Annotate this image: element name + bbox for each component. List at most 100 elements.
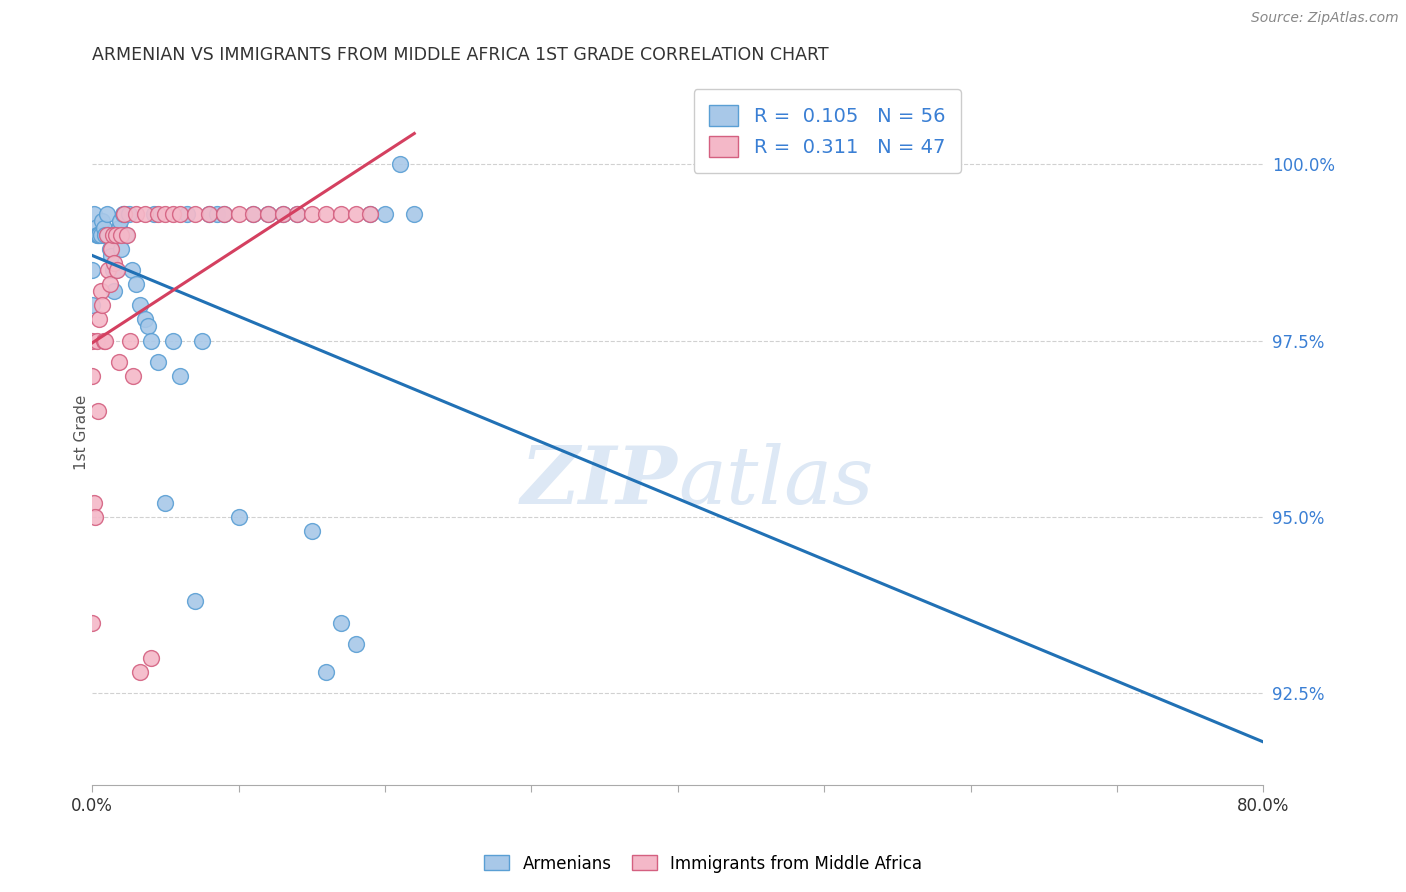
Point: [100, 249, 122, 263]
Point: [82, 263, 104, 277]
Text: ZIP: ZIP: [522, 442, 678, 520]
Point: [134, 312, 156, 326]
Point: [83, 206, 105, 220]
Point: [87, 227, 110, 242]
Point: [86, 227, 108, 242]
Point: [104, 227, 127, 242]
Point: [344, 637, 367, 651]
Legend: Armenians, Immigrants from Middle Africa: Armenians, Immigrants from Middle Africa: [478, 848, 928, 880]
Point: [139, 334, 162, 348]
Point: [169, 368, 191, 383]
Point: [205, 206, 228, 220]
Point: [155, 496, 177, 510]
Point: [110, 227, 132, 242]
Point: [142, 206, 165, 220]
Point: [115, 227, 138, 242]
Point: [176, 206, 198, 220]
Point: [330, 206, 353, 220]
Point: [198, 206, 221, 220]
Point: [103, 256, 125, 270]
Point: [90, 227, 112, 242]
Point: [96, 227, 118, 242]
Point: [198, 206, 221, 220]
Point: [82, 615, 104, 630]
Point: [89, 312, 111, 326]
Point: [155, 206, 177, 220]
Text: atlas: atlas: [678, 442, 873, 520]
Point: [108, 213, 131, 227]
Point: [359, 206, 381, 220]
Point: [330, 615, 353, 630]
Point: [404, 206, 426, 220]
Point: [101, 227, 124, 242]
Point: [94, 334, 117, 348]
Point: [98, 242, 121, 256]
Point: [87, 404, 110, 418]
Point: [105, 263, 128, 277]
Point: [82, 334, 104, 348]
Point: [285, 206, 308, 220]
Point: [146, 354, 169, 368]
Point: [91, 213, 114, 227]
Point: [98, 277, 121, 292]
Point: [242, 206, 264, 220]
Point: [315, 206, 337, 220]
Point: [82, 298, 104, 312]
Point: [97, 263, 120, 277]
Point: [118, 206, 141, 220]
Point: [117, 227, 139, 242]
Point: [257, 206, 280, 220]
Legend: R =  0.105   N = 56, R =  0.311   N = 47: R = 0.105 N = 56, R = 0.311 N = 47: [693, 89, 960, 173]
Point: [129, 298, 152, 312]
Point: [162, 334, 184, 348]
Point: [183, 594, 205, 608]
Point: [93, 334, 115, 348]
Point: [83, 496, 105, 510]
Point: [84, 509, 107, 524]
Point: [344, 206, 367, 220]
Point: [104, 263, 127, 277]
Point: [301, 524, 323, 538]
Point: [120, 334, 142, 348]
Point: [91, 298, 114, 312]
Point: [89, 227, 111, 242]
Y-axis label: 1st Grade: 1st Grade: [73, 394, 89, 470]
Point: [271, 206, 294, 220]
Point: [111, 206, 134, 220]
Text: Source: ZipAtlas.com: Source: ZipAtlas.com: [1251, 11, 1399, 25]
Point: [125, 277, 148, 292]
Point: [93, 220, 115, 235]
Point: [129, 665, 152, 679]
Point: [90, 284, 112, 298]
Point: [212, 206, 235, 220]
Point: [285, 206, 308, 220]
Point: [84, 220, 107, 235]
Point: [105, 227, 128, 242]
Point: [100, 242, 122, 256]
Point: [139, 650, 162, 665]
Point: [191, 334, 214, 348]
Point: [107, 220, 129, 235]
Point: [212, 206, 235, 220]
Point: [136, 319, 159, 334]
Point: [122, 368, 145, 383]
Point: [315, 665, 337, 679]
Point: [110, 242, 132, 256]
Point: [103, 284, 125, 298]
Point: [183, 206, 205, 220]
Point: [112, 206, 135, 220]
Point: [134, 206, 156, 220]
Point: [257, 206, 280, 220]
Point: [359, 206, 381, 220]
Point: [228, 509, 250, 524]
Point: [169, 206, 191, 220]
Point: [301, 206, 323, 220]
Point: [97, 227, 120, 242]
Point: [94, 227, 117, 242]
Text: ARMENIAN VS IMMIGRANTS FROM MIDDLE AFRICA 1ST GRADE CORRELATION CHART: ARMENIAN VS IMMIGRANTS FROM MIDDLE AFRIC…: [93, 46, 828, 64]
Point: [101, 263, 124, 277]
Point: [107, 354, 129, 368]
Point: [374, 206, 396, 220]
Point: [228, 206, 250, 220]
Point: [271, 206, 294, 220]
